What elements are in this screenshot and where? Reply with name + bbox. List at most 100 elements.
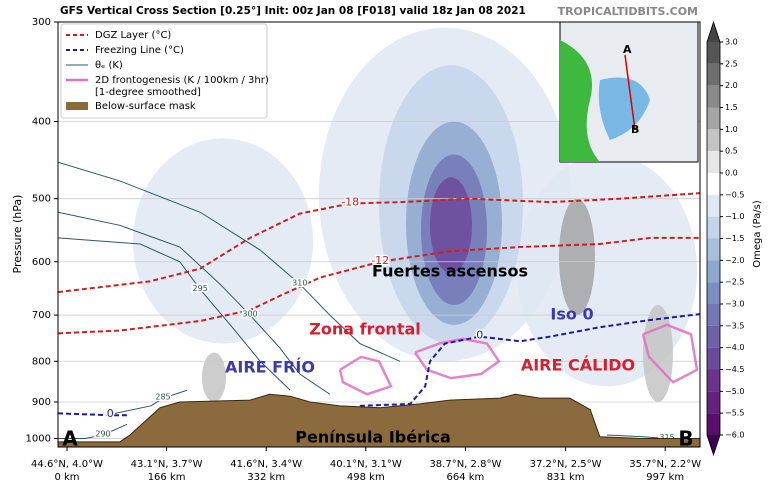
y-tick-label: 800 (32, 356, 51, 367)
theta-contour (58, 237, 291, 391)
theta-contour (58, 161, 401, 362)
y-tick-label: 900 (32, 397, 51, 408)
legend-label: 2D frontogenesis (K / 100km / 3hr) (95, 75, 269, 86)
inset-front (624, 54, 636, 131)
colorbar-tick-label: −3.5 (725, 321, 744, 330)
colorbar-label: Omega (Pa/s) (752, 200, 763, 268)
omega-cell (430, 177, 472, 274)
colorbar-cell (707, 413, 720, 435)
x-tick-coord: 40.1°N, 3.1°W (330, 459, 402, 470)
colorbar-tick-label: 0.0 (725, 169, 738, 178)
annotation: AIRE CÁLIDO (521, 356, 635, 375)
chart-title: GFS Vertical Cross Section [0.25°] Init:… (60, 5, 526, 17)
inset-precip (598, 77, 650, 140)
colorbar-tick-label: −4.5 (725, 365, 744, 374)
y-tick-label: 300 (32, 17, 51, 28)
colorbar-tick-label: −3.0 (725, 300, 744, 309)
x-tick-label: 831 km (547, 472, 585, 483)
legend-label: [1-degree smoothed] (95, 87, 201, 98)
contour-label: -18 (341, 196, 359, 209)
colorbar-tick-label: 2.0 (725, 81, 738, 90)
contour-label: 0 (107, 407, 114, 420)
legend-label: Freezing Line (°C) (95, 45, 184, 56)
y-tick-label: 400 (32, 117, 51, 128)
terrain (58, 393, 700, 447)
colorbar-cell (707, 85, 720, 108)
colorbar-cell (707, 107, 720, 130)
colorbar-cell (707, 282, 720, 304)
legend-swatch (66, 102, 88, 110)
colorbar-cell (707, 173, 720, 195)
contour-label: 290 (95, 429, 110, 438)
contour-label: 0 (476, 329, 483, 342)
contour-label: 295 (193, 284, 208, 293)
x-tick-coord: 44.6°N, 4.0°W (31, 459, 103, 470)
x-tick-label: 498 km (347, 472, 385, 483)
colorbar-tick-label: −1.5 (725, 234, 744, 243)
colorbar-cell (707, 347, 720, 370)
source: TROPICALTIDBITS.COM (558, 5, 698, 18)
inset-label: A (623, 43, 632, 56)
omega-cell (202, 352, 226, 403)
freezing-contour (359, 313, 700, 407)
colorbar-cell (707, 63, 720, 86)
y-tick-label: 1000 (26, 433, 51, 444)
x-tick-coord: 41.6°N, 3.4°W (230, 459, 302, 470)
contour-label: 285 (155, 393, 170, 402)
dgz-contour (58, 236, 700, 335)
colorbar-cell (707, 151, 720, 173)
omega-cell (133, 138, 313, 344)
colorbar-tick-label: −6.0 (725, 431, 744, 440)
colorbar-under (707, 435, 720, 455)
colorbar-cell (707, 391, 720, 414)
contour-label: 310 (292, 279, 307, 288)
x-tick-label: 0 km (54, 472, 79, 483)
freezing-contour (58, 412, 127, 417)
annotation: Zona frontal (309, 320, 421, 339)
y-tick-label: 500 (32, 194, 51, 205)
x-tick-coord: 38.7°N, 2.8°W (429, 459, 501, 470)
colorbar-over (707, 22, 720, 42)
colorbar-cell (707, 238, 720, 261)
x-tick-label: 166 km (148, 472, 186, 483)
x-tick-coord: 37.2°N, 2.5°W (530, 459, 602, 470)
inset-map: AB (559, 21, 699, 163)
x-tick-label: 997 km (646, 472, 684, 483)
annotation: Fuertes ascensos (372, 262, 528, 281)
frontogenesis-contour (413, 337, 501, 380)
colorbar-tick-label: 1.0 (725, 125, 738, 134)
colorbar-cell (707, 129, 720, 152)
inset-land (560, 40, 600, 162)
annotation: AIRE FRÍO (225, 358, 315, 377)
inset-label: B (631, 123, 639, 136)
colorbar-tick-label: −5.5 (725, 409, 744, 418)
colorbar-tick-label: −5.0 (725, 387, 744, 396)
frontogenesis-contour (641, 323, 699, 384)
y-axis-label: Pressure (hPa) (11, 195, 24, 274)
y-tick-label: 700 (32, 310, 51, 321)
legend-label: DGZ Layer (°C) (95, 30, 171, 41)
contour-label: -12 (371, 254, 389, 267)
legend-label: θₑ (K) (95, 60, 123, 71)
colorbar-tick-label: 0.5 (725, 147, 738, 156)
colorbar-cell (707, 194, 720, 217)
colorbar-cell (707, 216, 720, 239)
colorbar-cell (707, 325, 720, 348)
colorbar-tick-label: 2.5 (725, 59, 738, 68)
theta-contour (114, 389, 188, 414)
omega-cell (643, 305, 673, 403)
annotation: A (62, 427, 78, 451)
annotation: Península Ibérica (295, 428, 451, 447)
omega-cell (559, 198, 595, 316)
colorbar-cell (707, 304, 720, 326)
theta-contour (58, 423, 128, 439)
colorbar-tick-label: −2.5 (725, 278, 744, 287)
contour-label: 300 (242, 310, 257, 319)
frontogenesis-contour (338, 355, 393, 396)
colorbar-tick-label: −2.0 (725, 256, 744, 265)
colorbar-tick-label: 1.5 (725, 103, 738, 112)
x-tick-label: 332 km (247, 472, 285, 483)
y-tick-label: 600 (32, 257, 51, 268)
annotation: B (678, 427, 693, 451)
